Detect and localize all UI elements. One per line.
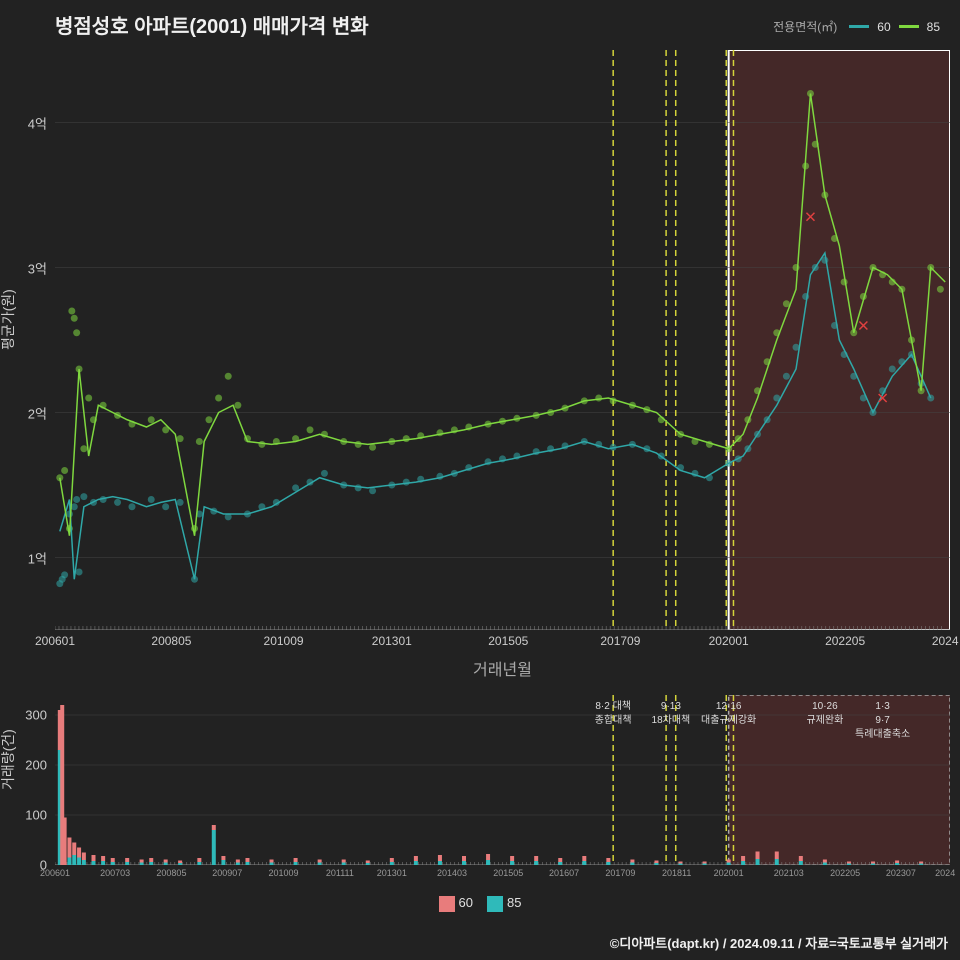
y-axis-main: 1억2억3억4억 bbox=[0, 50, 55, 630]
svg-text:9·13: 9·13 bbox=[661, 701, 681, 712]
y-axis-volume: 0100200300 bbox=[0, 695, 55, 865]
svg-text:규제완화: 규제완화 bbox=[806, 714, 843, 726]
x-axis-main: 거래년월 20060120080520100920130120150520170… bbox=[55, 630, 950, 680]
legend-bottom: 60 85 bbox=[0, 895, 960, 912]
chart-title: 병점성호 아파트(2001) 매매가격 변화 bbox=[55, 10, 369, 39]
x-axis-label-main: 거래년월 bbox=[55, 656, 950, 680]
legend-bottom-60: 60 bbox=[439, 895, 473, 912]
legend-swatch-85 bbox=[899, 25, 919, 28]
volume-chart: 8·2 대책종합대책 9·13 18차대책 12·16 대출규제강화 10·26 규제완화 1… bbox=[55, 695, 950, 865]
x-axis-volume: 2006012007032008052009072010092011112013… bbox=[55, 866, 950, 886]
price-chart bbox=[55, 50, 950, 630]
svg-text:대출규제강화: 대출규제강화 bbox=[701, 714, 756, 726]
legend-area-label: 전용면적(㎡) bbox=[773, 18, 837, 35]
svg-text:특례대출축소: 특례대출축소 bbox=[855, 728, 910, 740]
legend-item-85: 85 bbox=[927, 20, 940, 34]
svg-text:종합대책: 종합대책 bbox=[595, 714, 632, 726]
legend-top: 전용면적(㎡) 60 85 bbox=[773, 18, 940, 35]
legend-bottom-85: 85 bbox=[487, 895, 521, 912]
svg-text:8·2 대책: 8·2 대책 bbox=[595, 700, 631, 712]
svg-text:12·16: 12·16 bbox=[716, 701, 742, 712]
svg-text:18차대책: 18차대책 bbox=[652, 714, 691, 726]
svg-text:9·7: 9·7 bbox=[875, 715, 890, 726]
svg-text:10·26: 10·26 bbox=[812, 701, 838, 712]
legend-swatch-60 bbox=[849, 25, 869, 28]
svg-text:1·3: 1·3 bbox=[875, 701, 890, 712]
legend-item-60: 60 bbox=[877, 20, 890, 34]
credit-text: ©디아파트(dapt.kr) / 2024.09.11 / 자료=국토교통부 실… bbox=[610, 933, 948, 952]
